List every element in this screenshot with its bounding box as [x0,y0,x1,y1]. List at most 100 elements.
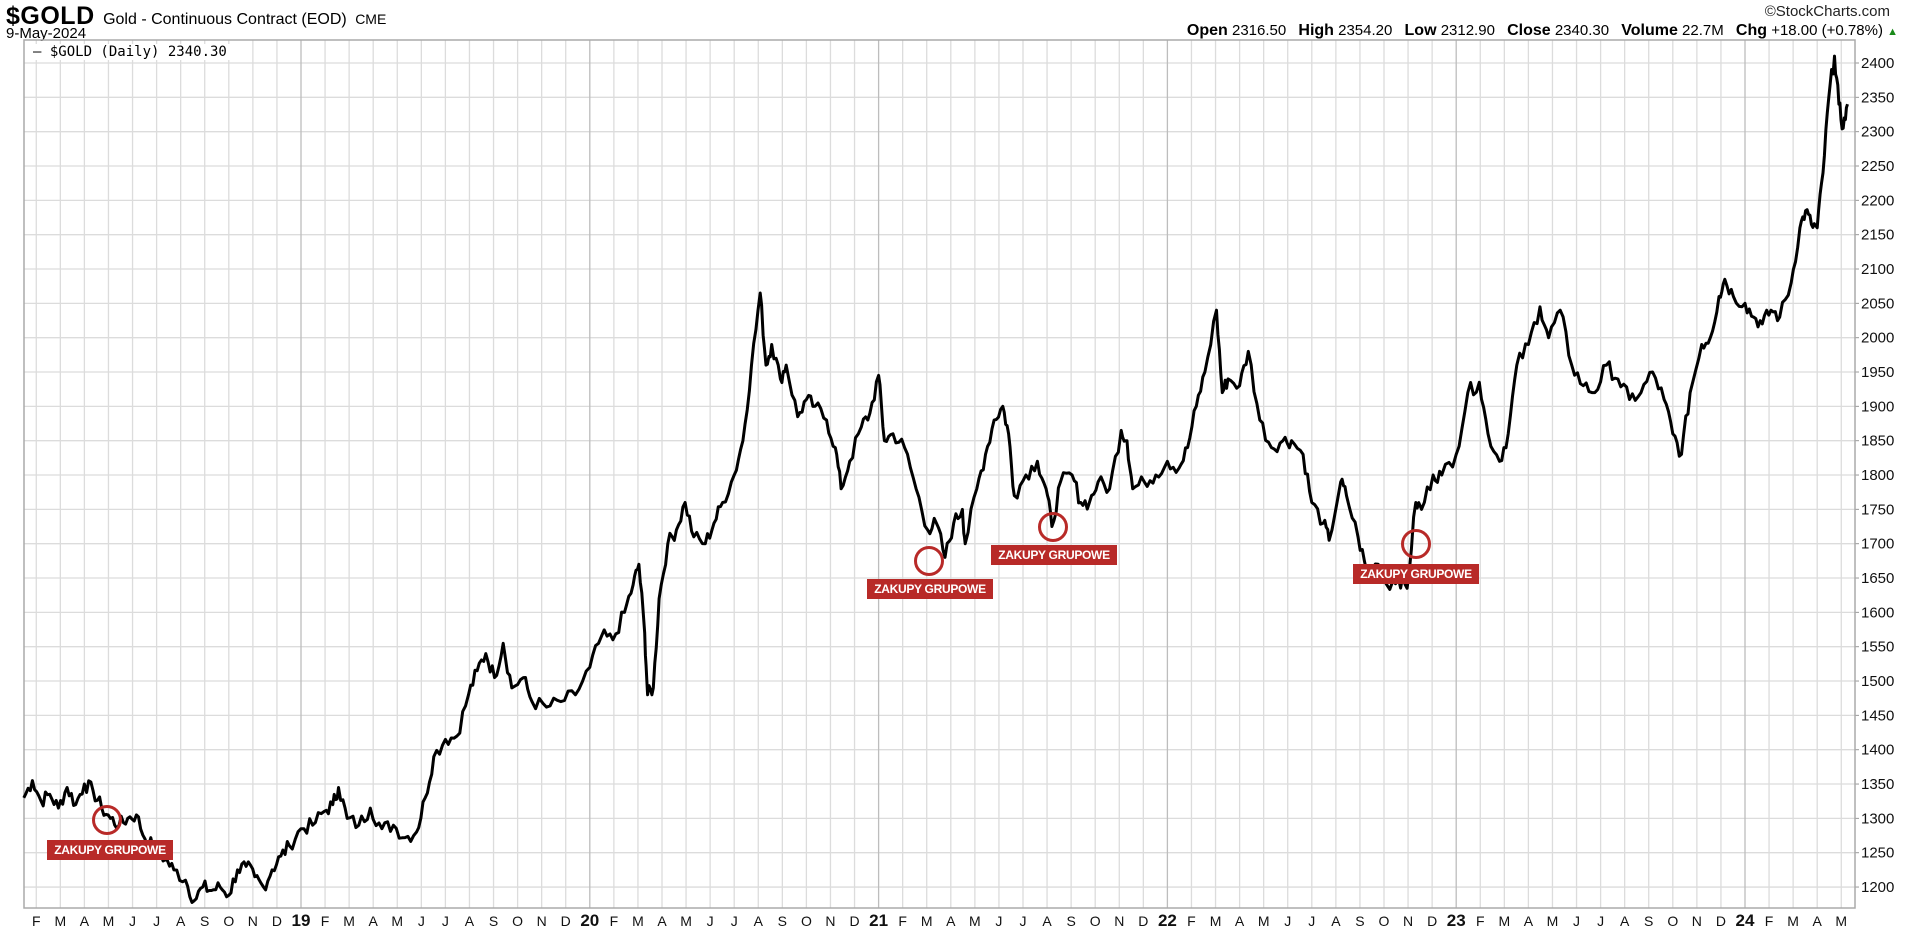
x-tick-label: A [369,913,379,929]
x-tick-label: M [1210,913,1222,929]
y-tick-label: 1500 [1861,673,1894,690]
x-tick-label: M [54,913,66,929]
copyright: ©StockCharts.com [1764,3,1890,20]
x-tick-label: A [754,913,764,929]
volume-value: 22.7M [1682,22,1724,39]
low-label: Low [1404,22,1437,39]
y-tick-label: 1700 [1861,536,1894,553]
x-tick-label: M [1787,913,1799,929]
annotation-circle [1401,529,1431,559]
annotation-label: ZAKUPY GRUPOWE [47,840,173,860]
annotation-label: ZAKUPY GRUPOWE [991,545,1117,565]
x-tick-label: F [1476,913,1485,929]
x-tick-label: S [1066,913,1075,929]
x-tick-label: O [1090,913,1101,929]
x-tick-label: F [1765,913,1774,929]
x-tick-label: N [1114,913,1124,929]
y-tick-label: 2250 [1861,158,1894,175]
x-tick-label: M [680,913,692,929]
x-tick-label: O [1379,913,1390,929]
x-tick-label: M [1258,913,1270,929]
x-tick-label: A [176,913,186,929]
y-tick-label: 1800 [1861,467,1894,484]
low-value: 2312.90 [1440,22,1495,39]
y-tick-label: 2350 [1861,89,1894,106]
x-tick-label: D [1427,913,1437,929]
x-tick-label: D [849,913,859,929]
x-tick-label: 20 [580,911,599,930]
x-tick-label: M [391,913,403,929]
annotation-label: ZAKUPY GRUPOWE [867,579,993,599]
x-tick-label: N [1692,913,1702,929]
y-tick-label: 1250 [1861,845,1894,862]
x-tick-label: O [512,913,523,929]
chart-header: $GOLD Gold - Continuous Contract (EOD) C… [6,2,386,31]
x-tick-label: J [1597,913,1604,929]
y-tick-label: 1200 [1861,879,1894,896]
y-tick-label: 1300 [1861,810,1894,827]
x-tick-label: A [1813,913,1823,929]
x-tick-label: S [489,913,498,929]
y-tick-label: 1650 [1861,570,1894,587]
x-tick-label: J [1308,913,1315,929]
x-tick-label: 21 [869,911,888,930]
chg-label: Chg [1735,22,1768,39]
x-tick-label: A [465,913,475,929]
quote-bar: Open 2316.50 High 2354.20 Low 2312.90 Cl… [1179,22,1898,40]
x-tick-label: J [995,913,1002,929]
x-tick-label: A [946,913,956,929]
x-tick-label: 19 [292,911,311,930]
x-tick-label: A [80,913,90,929]
y-tick-label: 1750 [1861,501,1894,518]
x-tick-label: A [1620,913,1630,929]
x-tick-label: J [442,913,449,929]
x-tick-label: M [1547,913,1559,929]
annotation-label: ZAKUPY GRUPOWE [1353,564,1479,584]
y-tick-label: 1400 [1861,742,1894,759]
x-tick-label: 23 [1447,911,1466,930]
x-tick-label: D [272,913,282,929]
y-tick-label: 2400 [1861,55,1894,72]
x-tick-label: S [1355,913,1364,929]
annotation-circle [92,805,122,835]
y-tick-label: 2000 [1861,330,1894,347]
x-tick-label: J [707,913,714,929]
y-tick-label: 2100 [1861,261,1894,278]
x-tick-label: N [248,913,258,929]
y-tick-label: 2200 [1861,192,1894,209]
x-tick-label: M [1835,913,1847,929]
x-tick-label: J [731,913,738,929]
description: Gold - Continuous Contract (EOD) [103,11,347,28]
x-tick-label: F [321,913,330,929]
x-tick-label: 22 [1158,911,1177,930]
volume-label: Volume [1621,22,1678,39]
series-legend: — $GOLD (Daily) 2340.30 [30,44,230,60]
high-label: High [1298,22,1334,39]
x-tick-label: M [632,913,644,929]
up-arrow-icon: ▲ [1887,26,1898,38]
x-tick-label: A [1331,913,1341,929]
annotation-circle [1038,512,1068,542]
x-tick-label: D [561,913,571,929]
x-tick-label: J [153,913,160,929]
x-tick-label: O [801,913,812,929]
y-tick-label: 1600 [1861,604,1894,621]
x-tick-label: A [1235,913,1245,929]
x-tick-label: N [825,913,835,929]
x-tick-label: M [103,913,115,929]
x-tick-label: F [898,913,907,929]
close-label: Close [1507,22,1551,39]
x-tick-label: D [1138,913,1148,929]
x-tick-label: A [657,913,667,929]
x-tick-label: F [610,913,619,929]
x-tick-label: M [1498,913,1510,929]
x-tick-label: N [1403,913,1413,929]
plot-frame [23,39,1856,909]
x-tick-label: A [1524,913,1534,929]
x-tick-label: J [1573,913,1580,929]
x-tick-label: J [1020,913,1027,929]
x-tick-label: O [223,913,234,929]
annotation-circle [914,546,944,576]
y-tick-label: 2050 [1861,295,1894,312]
